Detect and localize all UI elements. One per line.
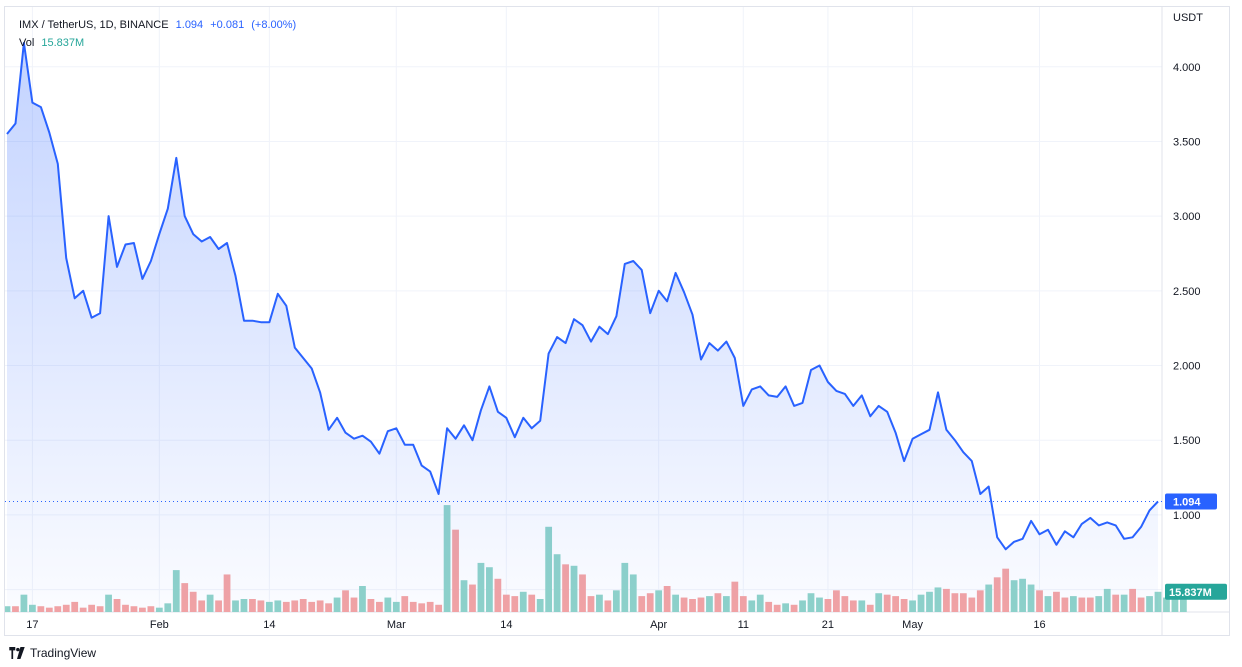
last-price: 1.094 (175, 19, 204, 31)
x-tick-label: Apr (650, 619, 667, 631)
last-volume-badge: 15.837M (1165, 583, 1227, 600)
symbol-legend[interactable]: IMX / TetherUS, 1D, BINANCE 1.094 +0.081… (19, 19, 300, 31)
y-tick-label: 1.500 (1173, 435, 1201, 447)
price-change-percent: (+8.00%) (251, 19, 297, 31)
volume-label[interactable]: Vol (19, 37, 35, 49)
y-tick-label: 1.000 (1173, 510, 1201, 522)
price-chart[interactable]: 0.5001.0001.5002.0002.5003.0003.5004.000… (5, 7, 1229, 635)
currency-label: USDT (1173, 12, 1203, 24)
x-tick-label: 14 (500, 619, 512, 631)
y-tick-label: 3.500 (1173, 136, 1201, 148)
volume-value: 15.837M (41, 37, 85, 49)
brand-name: TradingView (30, 646, 97, 660)
price-line (6, 41, 1159, 551)
tradingview-logo-icon (9, 647, 25, 659)
x-tick-label: 21 (822, 619, 834, 631)
time-axis[interactable]: 17 Feb 14 Mar 14 Apr 11 21 May 16 (26, 619, 1045, 631)
y-tick-label: 2.500 (1173, 286, 1201, 298)
x-tick-label: 14 (263, 619, 275, 631)
x-tick-label: May (902, 619, 923, 631)
volume-bar (1163, 597, 1170, 612)
price-area-fill (7, 42, 1158, 612)
last-price-badge: 1.094 (1165, 493, 1217, 510)
x-tick-label: 16 (1033, 619, 1045, 631)
x-tick-label: Mar (387, 619, 406, 631)
last-volume-value: 15.837M (1169, 587, 1212, 599)
x-tick-label: Feb (150, 619, 169, 631)
chart-frame: 0.5001.0001.5002.0002.5003.0003.5004.000… (4, 6, 1230, 636)
y-tick-label: 4.000 (1173, 62, 1201, 74)
y-tick-label: 3.000 (1173, 211, 1201, 223)
volume-bar (1171, 594, 1179, 612)
price-change: +0.081 (210, 19, 245, 31)
symbol-title[interactable]: IMX / TetherUS, 1D, BINANCE (19, 19, 169, 31)
brand[interactable]: TradingView (8, 646, 96, 660)
x-tick-label: 17 (26, 619, 38, 631)
x-tick-label: 11 (738, 619, 749, 631)
last-price-value: 1.094 (1173, 496, 1201, 508)
y-tick-label: 2.000 (1173, 361, 1201, 373)
volume-legend[interactable]: Vol 15.837M (19, 37, 88, 49)
